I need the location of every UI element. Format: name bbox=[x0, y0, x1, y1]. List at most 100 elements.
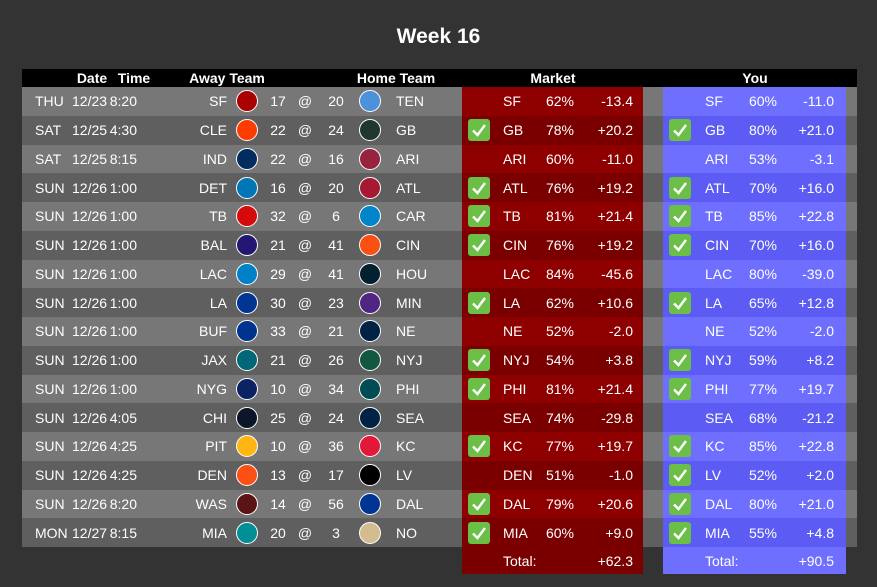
you-spread: +21.0 bbox=[798, 495, 834, 512]
you-cell-bg bbox=[663, 87, 846, 116]
date: 12/25 bbox=[72, 150, 108, 167]
away-score: 21 bbox=[270, 237, 286, 254]
you-pct: 68% bbox=[748, 409, 778, 426]
date: 12/25 bbox=[72, 122, 108, 139]
away-logo bbox=[236, 320, 258, 343]
home-logo bbox=[359, 320, 381, 343]
check-icon bbox=[468, 435, 490, 458]
away-score: 22 bbox=[270, 122, 286, 139]
at-sign: @ bbox=[297, 93, 313, 110]
away-logo bbox=[236, 176, 258, 199]
date: 12/23 bbox=[72, 93, 108, 110]
away-team: CLE bbox=[199, 122, 227, 139]
market-cell-bg bbox=[462, 460, 643, 490]
market-spread: -2.0 bbox=[608, 323, 633, 340]
away-team: WAS bbox=[195, 495, 227, 512]
home-team: MIN bbox=[396, 294, 422, 311]
away-logo bbox=[236, 119, 258, 142]
you-spread: -2.0 bbox=[809, 323, 834, 340]
away-score: 16 bbox=[270, 179, 286, 196]
market-spread: +21.4 bbox=[597, 380, 633, 397]
away-team: BAL bbox=[200, 237, 227, 254]
home-score: 17 bbox=[328, 467, 344, 484]
you-pick: PHI bbox=[705, 380, 729, 397]
you-pick: LAC bbox=[705, 265, 733, 282]
you-cell-bg bbox=[663, 460, 846, 490]
home-logo bbox=[359, 176, 381, 199]
away-logo bbox=[236, 147, 258, 170]
market-pick: SF bbox=[503, 93, 521, 110]
market-pct: 81% bbox=[545, 208, 575, 225]
time: 1:00 bbox=[109, 380, 137, 397]
you-pick: TB bbox=[705, 208, 723, 225]
you-pct: 55% bbox=[748, 524, 778, 541]
check-mark bbox=[673, 498, 687, 511]
market-spread: -45.6 bbox=[601, 265, 633, 282]
market-pick: NYJ bbox=[503, 352, 530, 369]
home-score: 21 bbox=[328, 323, 344, 340]
check-icon bbox=[468, 176, 490, 199]
home-team: ARI bbox=[396, 150, 420, 167]
day: SAT bbox=[35, 150, 62, 167]
you-cell-bg bbox=[663, 288, 846, 317]
away-logo bbox=[236, 205, 258, 228]
market-total-bg bbox=[462, 547, 643, 574]
header-time: Time bbox=[117, 70, 151, 86]
market-pick: PHI bbox=[503, 380, 527, 397]
you-pct: 85% bbox=[748, 208, 778, 225]
market-pct: 62% bbox=[545, 294, 575, 311]
market-spread: +21.4 bbox=[597, 208, 633, 225]
market-pick: ATL bbox=[503, 179, 528, 196]
away-logo bbox=[236, 377, 258, 400]
check-mark bbox=[673, 210, 687, 224]
check-mark bbox=[673, 469, 687, 482]
time: 4:25 bbox=[109, 467, 137, 484]
date: 12/26 bbox=[72, 438, 108, 455]
you-spread: +12.8 bbox=[798, 294, 834, 311]
at-sign: @ bbox=[297, 524, 313, 541]
away-score: 25 bbox=[270, 409, 286, 426]
check-icon bbox=[468, 492, 490, 515]
market-pct: 76% bbox=[545, 237, 575, 254]
home-score: 24 bbox=[328, 409, 344, 426]
away-score: 21 bbox=[270, 352, 286, 369]
date: 12/26 bbox=[72, 323, 108, 340]
check-mark bbox=[673, 239, 687, 252]
check-icon bbox=[669, 377, 691, 400]
market-cell-bg bbox=[462, 230, 643, 260]
you-pct: 80% bbox=[748, 495, 778, 512]
market-cell-bg bbox=[462, 87, 643, 116]
at-sign: @ bbox=[297, 352, 313, 369]
header-date: Date bbox=[76, 70, 108, 86]
market-cell-bg bbox=[462, 345, 643, 375]
you-pct: 59% bbox=[748, 352, 778, 369]
home-logo bbox=[359, 119, 381, 142]
you-spread: +22.8 bbox=[798, 438, 834, 455]
away-team: DET bbox=[199, 179, 227, 196]
day: SUN bbox=[35, 409, 65, 426]
check-mark bbox=[673, 296, 687, 310]
check-icon bbox=[468, 377, 490, 400]
you-pct: 60% bbox=[748, 93, 778, 110]
home-team: LV bbox=[396, 467, 413, 484]
date: 12/26 bbox=[72, 179, 108, 196]
date: 12/26 bbox=[72, 208, 108, 225]
date: 12/26 bbox=[72, 352, 108, 369]
check-icon bbox=[669, 349, 691, 372]
check-mark bbox=[673, 383, 687, 396]
away-team: MIA bbox=[202, 524, 227, 541]
home-team: TEN bbox=[396, 93, 424, 110]
market-pct: 60% bbox=[545, 524, 575, 541]
market-pct: 77% bbox=[545, 438, 575, 455]
home-score: 20 bbox=[328, 93, 344, 110]
away-score: 20 bbox=[270, 524, 286, 541]
time: 1:00 bbox=[109, 208, 137, 225]
home-team: CAR bbox=[396, 208, 426, 225]
you-spread: -11.0 bbox=[803, 93, 834, 110]
market-pct: 76% bbox=[545, 179, 575, 196]
you-spread: +21.0 bbox=[798, 122, 834, 139]
away-score: 33 bbox=[270, 323, 286, 340]
home-logo bbox=[359, 377, 381, 400]
you-cell-bg bbox=[663, 259, 846, 289]
you-pct: 53% bbox=[748, 150, 778, 167]
